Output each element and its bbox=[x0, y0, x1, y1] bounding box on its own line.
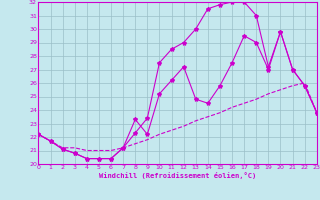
X-axis label: Windchill (Refroidissement éolien,°C): Windchill (Refroidissement éolien,°C) bbox=[99, 172, 256, 179]
